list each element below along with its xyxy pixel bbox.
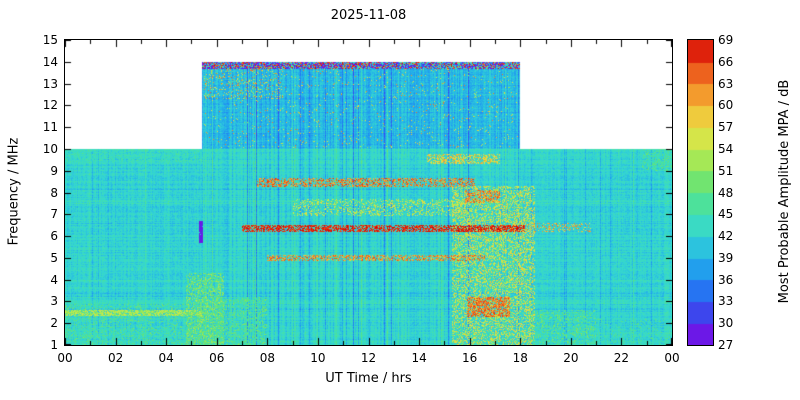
x-tick-label: 10 <box>310 351 326 365</box>
colorbar-tick-label: 36 <box>718 272 734 287</box>
x-tick-label: 06 <box>209 351 225 365</box>
colorbar-tick-label: 33 <box>718 294 734 309</box>
y-tick-label: 15 <box>42 33 58 47</box>
colorbar-tick-label: 27 <box>718 338 734 352</box>
y-tick-label: 13 <box>42 76 58 91</box>
y-tick-label: 8 <box>50 185 58 200</box>
x-tick-label: 12 <box>360 351 377 365</box>
colorbar-tick-label: 51 <box>718 163 734 178</box>
colorbar-tick-label: 60 <box>718 98 734 113</box>
chart-title: 2025-11-08 <box>330 8 407 23</box>
y-tick-label: 9 <box>50 163 58 178</box>
x-tick-label: 22 <box>613 351 630 365</box>
y-tick-label: 14 <box>42 54 58 69</box>
colorbar-tick-label: 69 <box>718 33 734 47</box>
colorbar-tick-label: 42 <box>718 229 734 244</box>
colorbar-tick-label: 54 <box>718 141 734 156</box>
y-tick-label: 4 <box>50 272 58 287</box>
x-axis-label: UT Time / hrs <box>325 371 412 386</box>
x-tick-label: 00 <box>664 351 680 365</box>
x-tick-label: 04 <box>158 351 174 365</box>
colorbar-label: Most Probable Amplitude MPA / dB <box>777 79 792 304</box>
colorbar <box>687 39 714 346</box>
x-tick-label: 14 <box>411 351 427 365</box>
y-tick-label: 3 <box>50 294 58 309</box>
y-tick-label: 5 <box>50 250 58 265</box>
y-tick-label: 12 <box>42 98 58 113</box>
y-tick-label: 10 <box>42 141 58 156</box>
colorbar-tick-label: 39 <box>718 250 734 265</box>
x-tick-label: 08 <box>259 351 275 365</box>
x-tick-label: 16 <box>462 351 478 365</box>
y-tick-label: 1 <box>50 338 58 352</box>
x-tick-label: 18 <box>512 351 528 365</box>
x-tick-label: 20 <box>563 351 579 365</box>
colorbar-tick-label: 45 <box>718 207 734 222</box>
y-tick-label: 2 <box>50 316 58 331</box>
heatmap-plot <box>64 39 673 346</box>
colorbar-tick-label: 57 <box>718 120 734 135</box>
x-tick-label: 02 <box>107 351 124 365</box>
x-tick-label: 00 <box>57 351 73 365</box>
y-axis-label: Frequency / MHz <box>6 137 22 246</box>
y-tick-label: 11 <box>42 120 58 135</box>
y-tick-label: 7 <box>50 207 58 222</box>
y-tick-label: 6 <box>50 229 58 244</box>
colorbar-tick-label: 63 <box>718 76 734 91</box>
colorbar-tick-label: 66 <box>718 54 734 69</box>
colorbar-tick-label: 30 <box>718 316 734 331</box>
colorbar-tick-label: 48 <box>718 185 734 200</box>
